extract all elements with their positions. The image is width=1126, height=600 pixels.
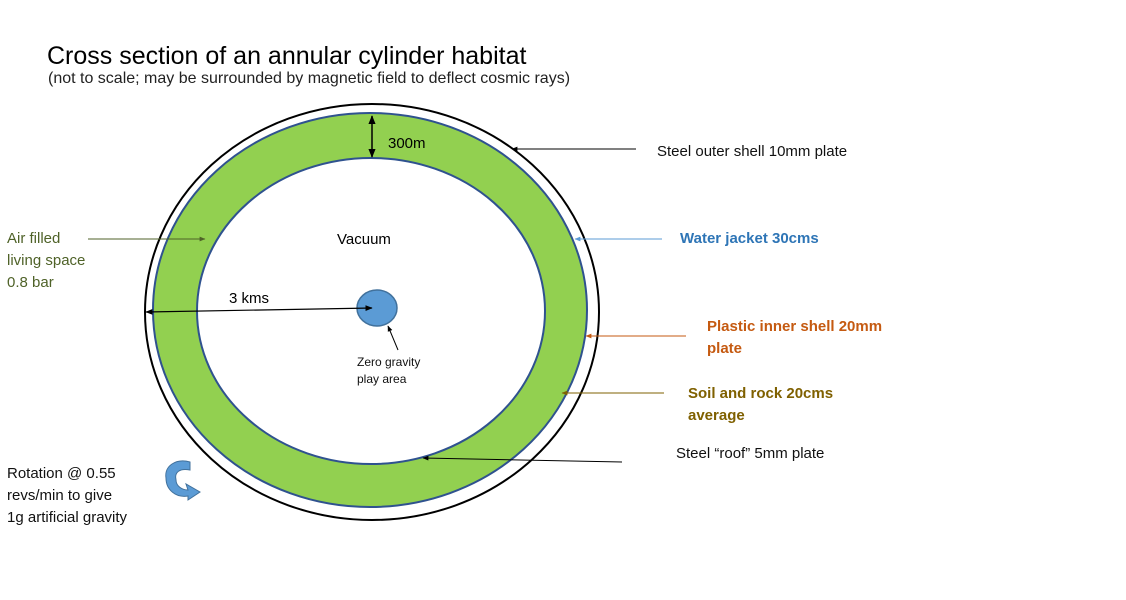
soil-label-line1: Soil and rock 20cms	[688, 385, 834, 402]
page-subtitle: (not to scale; may be surrounded by magn…	[48, 70, 571, 87]
steel-roof-label: Steel “roof” 5mm plate	[676, 445, 825, 462]
air-label-line2: living space	[7, 252, 86, 269]
zero-gravity-label: Zero gravity play area	[357, 354, 420, 388]
rotation-label-line2: revs/min to give	[7, 487, 113, 504]
radius-label: 3 kms	[229, 290, 270, 307]
soil-label-line2: average	[688, 407, 745, 424]
zero-gravity-label-line1: Zero gravity	[357, 355, 421, 369]
plastic-label-line2: plate	[707, 340, 743, 357]
rotation-label-line1: Rotation @ 0.55	[7, 465, 116, 482]
page-title: Cross section of an annular cylinder hab…	[47, 42, 527, 70]
zero-gravity-pointer	[387, 325, 399, 351]
vacuum-label: Vacuum	[337, 231, 391, 248]
water-jacket-label: Water jacket 30cms	[680, 230, 819, 247]
radius-arrow	[145, 305, 373, 315]
air-label: Air filled living space 0.8 bar	[7, 228, 85, 294]
plastic-label: Plastic inner shell 20mm plate	[707, 316, 882, 360]
rotation-arrow-icon	[165, 460, 201, 501]
rotation-label: Rotation @ 0.55 revs/min to give 1g arti…	[7, 463, 127, 529]
steel-outer-label: Steel outer shell 10mm plate	[657, 143, 848, 160]
plastic-label-line1: Plastic inner shell 20mm	[707, 318, 883, 335]
zero-gravity-label-line2: play area	[357, 372, 407, 386]
thickness-label: 300m	[388, 135, 426, 152]
steel-outer-shell	[144, 103, 600, 521]
air-label-line3: 0.8 bar	[7, 274, 54, 291]
rotation-label-line3: 1g artificial gravity	[7, 509, 128, 526]
steel-roof-pointer	[422, 455, 623, 463]
air-label-line1: Air filled	[7, 230, 61, 247]
soil-label: Soil and rock 20cms average	[688, 383, 833, 427]
